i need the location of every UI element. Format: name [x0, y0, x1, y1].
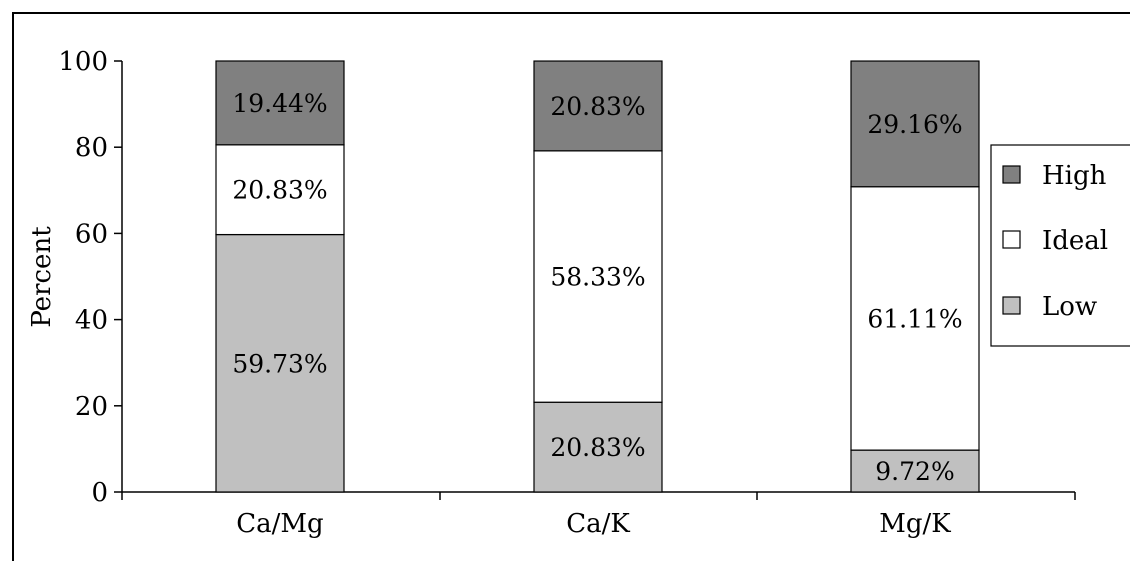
legend: High Ideal Low	[990, 144, 1130, 347]
data-label: 20.83%	[232, 176, 327, 205]
y-axis: 0 20 40 60 80 100	[58, 47, 123, 508]
legend-label-high: High	[1042, 161, 1107, 191]
bar-segment-low	[533, 401, 663, 493]
legend-label-low: Low	[1042, 292, 1097, 322]
data-label: 29.16%	[867, 110, 962, 139]
y-tick-label: 40	[75, 306, 108, 336]
legend-swatch-ideal	[1002, 230, 1021, 249]
y-tick-label: 100	[58, 47, 108, 77]
data-label: 58.33%	[550, 263, 645, 292]
chart-frame	[12, 12, 1130, 561]
y-axis-label: Percent	[27, 226, 57, 328]
y-tick-label: 80	[75, 133, 108, 163]
x-category-label: Ca/K	[566, 509, 630, 539]
y-tick-label: 60	[75, 219, 108, 249]
data-label: 19.44%	[232, 89, 327, 118]
x-category-label: Mg/K	[879, 509, 951, 539]
x-category-label: Ca/Mg	[236, 509, 323, 539]
data-label: 20.83%	[550, 92, 645, 121]
bars: 59.73% 20.83% 19.44% 20.83% 58.33% 20.83% 9.72…	[215, 60, 980, 493]
bar-segment-high	[215, 60, 345, 146]
y-tick-label: 0	[91, 478, 108, 508]
bar-segment-high	[533, 60, 663, 152]
x-axis: Ca/Mg Ca/K Mg/K	[121, 491, 1076, 539]
legend-swatch-high	[1002, 165, 1021, 184]
data-label: 9.72%	[875, 457, 954, 486]
bar-segment-low	[850, 449, 980, 493]
bar-segment-high	[850, 60, 980, 188]
data-label: 61.11%	[867, 304, 962, 333]
data-label: 20.83%	[550, 433, 645, 462]
legend-label-ideal: Ideal	[1042, 226, 1108, 256]
bar-segment-ideal	[533, 150, 663, 403]
legend-swatch-low	[1002, 296, 1021, 315]
y-tick-label: 20	[75, 392, 108, 422]
bar-segment-low	[215, 233, 345, 493]
bar-segment-ideal	[215, 144, 345, 236]
data-label: 59.73%	[232, 349, 327, 378]
